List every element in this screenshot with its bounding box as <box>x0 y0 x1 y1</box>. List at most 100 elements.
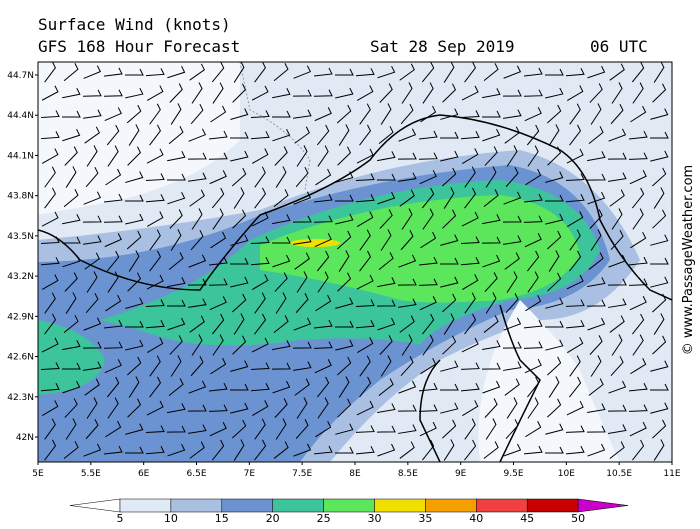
barb <box>294 252 310 270</box>
barb <box>229 383 249 391</box>
barb <box>609 189 625 207</box>
colorbar-high <box>577 498 629 513</box>
barb <box>63 189 79 208</box>
barb <box>440 108 459 120</box>
barb <box>565 319 585 329</box>
barb <box>210 105 227 123</box>
barb <box>189 63 205 81</box>
barb <box>313 89 333 97</box>
barb <box>607 404 627 412</box>
barb <box>169 335 183 355</box>
barb <box>527 145 539 167</box>
map-field <box>38 62 672 462</box>
barb <box>422 208 434 230</box>
barb <box>397 404 417 412</box>
barb <box>254 187 267 209</box>
barb <box>104 359 122 374</box>
barb <box>293 65 312 79</box>
barb <box>273 63 289 82</box>
barb <box>628 404 648 412</box>
barb <box>421 313 435 335</box>
barb <box>628 382 648 392</box>
barb <box>145 425 165 433</box>
barb <box>569 376 582 398</box>
barb <box>187 404 207 412</box>
barb <box>376 299 396 307</box>
barb <box>503 235 522 245</box>
barb <box>442 83 457 103</box>
barb <box>379 83 393 103</box>
barb <box>526 124 540 146</box>
barb <box>481 110 501 118</box>
barb <box>548 124 560 146</box>
barb <box>233 439 245 461</box>
barb <box>61 110 81 118</box>
barb <box>632 82 644 104</box>
barb <box>83 317 102 331</box>
barb <box>632 334 644 356</box>
barb <box>484 398 498 418</box>
barb <box>230 234 249 246</box>
lon-label: 10E <box>558 469 575 479</box>
barb <box>104 67 123 77</box>
barb <box>62 340 81 351</box>
barb <box>105 294 122 312</box>
barb <box>526 250 540 272</box>
barb <box>569 124 582 146</box>
barb <box>397 278 417 286</box>
barb <box>608 254 627 268</box>
barb <box>485 418 497 440</box>
barb <box>271 110 291 118</box>
barb <box>503 191 522 205</box>
barb <box>254 62 267 83</box>
barb <box>40 257 60 266</box>
barb <box>355 68 375 77</box>
barb <box>523 193 543 203</box>
barb <box>650 402 669 414</box>
barb <box>230 108 249 120</box>
barb <box>250 110 270 119</box>
barb <box>168 378 184 396</box>
barb <box>167 151 186 162</box>
barb <box>44 292 56 314</box>
barb <box>128 250 140 272</box>
barb <box>124 446 144 454</box>
barb <box>355 445 375 455</box>
barb <box>229 257 249 265</box>
barb <box>292 341 312 349</box>
barb <box>485 166 497 188</box>
barb <box>314 358 332 374</box>
barb <box>166 299 186 307</box>
barb <box>420 105 437 123</box>
barb <box>83 65 102 79</box>
barb <box>211 439 225 461</box>
barb <box>379 209 393 229</box>
barb <box>440 402 459 414</box>
barb <box>588 252 604 270</box>
barb <box>250 383 270 392</box>
barb <box>232 209 247 229</box>
barb <box>336 104 352 124</box>
lon-label: 6E <box>138 469 150 479</box>
barb <box>544 320 564 328</box>
barb <box>608 128 627 142</box>
colorbar-segment <box>272 498 324 513</box>
barb <box>272 380 291 394</box>
barb <box>254 418 266 440</box>
barb <box>230 150 249 162</box>
barb <box>649 257 669 265</box>
colorbar-segment <box>221 498 273 513</box>
barb <box>338 124 350 146</box>
barb <box>127 146 142 166</box>
barb <box>439 131 459 139</box>
barb <box>103 215 123 223</box>
barb <box>189 315 205 333</box>
barb <box>398 254 417 268</box>
barb <box>103 341 123 349</box>
barb <box>547 272 562 292</box>
barb <box>418 256 438 266</box>
barb <box>524 107 542 122</box>
lon-label: 7.5E <box>292 469 312 479</box>
barb <box>569 355 581 377</box>
barb <box>315 420 332 438</box>
